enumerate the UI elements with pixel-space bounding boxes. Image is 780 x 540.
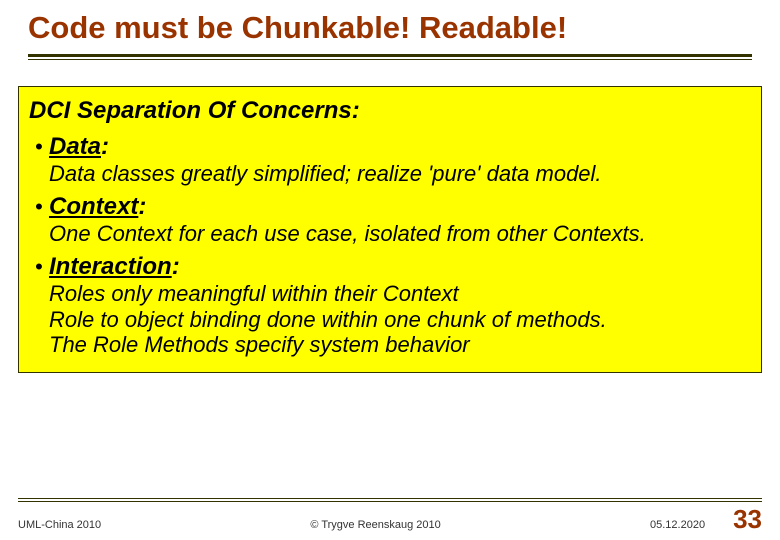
bullet-row: • Interaction:	[29, 253, 751, 281]
bullet-item: • Data: Data classes greatly simplified;…	[29, 133, 751, 187]
footer-date: 05.12.2020	[650, 519, 705, 531]
footer-row: UML-China 2010 © Trygve Reenskaug 2010 0…	[18, 506, 762, 532]
footer-rule-top	[18, 498, 762, 499]
section-heading: DCI Separation Of Concerns:	[29, 97, 751, 125]
bullet-item: • Context: One Context for each use case…	[29, 193, 751, 247]
bullet-desc-line: One Context for each use case, isolated …	[49, 221, 751, 247]
rule-thick	[28, 54, 752, 57]
footer-left: UML-China 2010	[18, 519, 101, 531]
bullet-label-rest: :	[172, 253, 180, 280]
footer-rule-bot	[18, 501, 762, 502]
bullet-desc-line: The Role Methods specify system behavior	[49, 332, 751, 358]
title-block: Code must be Chunkable! Readable!	[0, 0, 780, 52]
bullet-label-underlined: Context	[49, 193, 138, 220]
title-rules	[28, 54, 752, 60]
bullet-item: • Interaction: Roles only meaningful wit…	[29, 253, 751, 359]
rule-thin	[28, 59, 752, 60]
bullet-desc-line: Data classes greatly simplified; realize…	[49, 161, 751, 187]
bullet-row: • Context:	[29, 193, 751, 221]
bullet-dot-icon: •	[29, 196, 49, 218]
bullet-desc-line: Role to object binding done within one c…	[49, 307, 751, 333]
bullet-label: Interaction:	[49, 253, 180, 281]
footer-center: © Trygve Reenskaug 2010	[101, 519, 650, 531]
bullet-label: Data:	[49, 133, 109, 161]
bullet-dot-icon: •	[29, 256, 49, 278]
footer-page-number: 33	[733, 506, 762, 532]
slide-title: Code must be Chunkable! Readable!	[28, 10, 752, 46]
footer: UML-China 2010 © Trygve Reenskaug 2010 0…	[0, 498, 780, 532]
bullet-dot-icon: •	[29, 136, 49, 158]
bullet-label-rest: :	[138, 193, 146, 220]
slide: Code must be Chunkable! Readable! DCI Se…	[0, 0, 780, 540]
bullet-label-rest: :	[101, 133, 109, 160]
bullet-desc-line: Roles only meaningful within their Conte…	[49, 281, 751, 307]
content-box: DCI Separation Of Concerns: • Data: Data…	[18, 86, 762, 374]
bullet-label: Context:	[49, 193, 146, 221]
bullet-row: • Data:	[29, 133, 751, 161]
bullet-label-underlined: Data	[49, 133, 101, 160]
bullet-label-underlined: Interaction	[49, 253, 172, 280]
